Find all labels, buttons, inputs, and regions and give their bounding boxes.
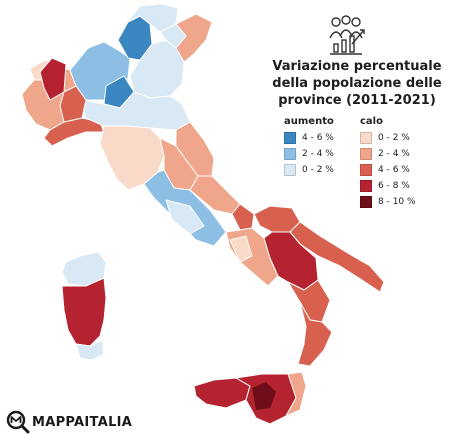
legend-decrease: calo 0 - 2 % 2 - 4 % 4 - 6 % 6 - 8 % 8 -… bbox=[360, 116, 416, 211]
region-puglia-north bbox=[253, 205, 301, 233]
legend-swatch bbox=[284, 163, 296, 176]
title-line-2: della popolazione delle bbox=[272, 76, 442, 91]
title-line-1: Variazione percentuale bbox=[272, 59, 442, 74]
legend-label: 2 - 4 % bbox=[378, 148, 410, 159]
legend-item: 0 - 2 % bbox=[360, 131, 416, 144]
legend-increase-heading: aumento bbox=[284, 116, 334, 127]
legend-swatch bbox=[360, 163, 372, 176]
region-sardegna-south bbox=[75, 339, 105, 361]
legend-label: 6 - 8 % bbox=[378, 180, 410, 191]
magnifier-m-icon bbox=[6, 410, 30, 434]
title-line-3: province (2011-2021) bbox=[278, 93, 436, 108]
region-calabria-north bbox=[287, 279, 331, 323]
legend-swatch bbox=[360, 147, 372, 160]
legend-label: 2 - 4 % bbox=[302, 148, 334, 159]
region-friuli bbox=[175, 13, 213, 63]
sicily-dark-patch bbox=[252, 382, 276, 410]
region-molise bbox=[231, 203, 255, 231]
legend-swatch bbox=[284, 131, 296, 144]
region-sardegna bbox=[61, 277, 107, 347]
legend-label: 8 - 10 % bbox=[378, 196, 416, 207]
legend-swatch bbox=[360, 131, 372, 144]
population-growth-icon bbox=[322, 14, 370, 56]
legend-item: 6 - 8 % bbox=[360, 179, 416, 192]
brand-logo: MAPPAITALIA bbox=[6, 410, 132, 434]
legend-item: 0 - 2 % bbox=[284, 163, 334, 176]
region-sicilia-west bbox=[193, 377, 251, 409]
legend-item: 2 - 4 % bbox=[284, 147, 334, 160]
map-title: Variazione percentuale della popolazione… bbox=[268, 58, 446, 109]
legend-label: 0 - 2 % bbox=[378, 132, 410, 143]
legend-item: 4 - 6 % bbox=[284, 131, 334, 144]
legend-swatch bbox=[284, 147, 296, 160]
legend-decrease-heading: calo bbox=[360, 116, 383, 127]
legend-swatch bbox=[360, 179, 372, 192]
legend-label: 4 - 6 % bbox=[302, 132, 334, 143]
legend-label: 0 - 2 % bbox=[302, 164, 334, 175]
region-emilia-west bbox=[59, 85, 87, 123]
region-sicilia-east bbox=[285, 371, 307, 417]
region-puglia bbox=[289, 221, 385, 293]
legend-item: 4 - 6 % bbox=[360, 163, 416, 176]
brand-name: MAPPAITALIA bbox=[32, 414, 133, 430]
legend-increase: aumento 4 - 6 % 2 - 4 % 0 - 2 % bbox=[284, 116, 334, 179]
legend-item: 8 - 10 % bbox=[360, 195, 416, 208]
region-lazio-rome bbox=[165, 199, 205, 235]
region-veneto bbox=[129, 39, 185, 99]
legend-swatch bbox=[360, 195, 372, 208]
region-campania-naples bbox=[229, 235, 253, 263]
region-calabria bbox=[297, 301, 333, 367]
legend-item: 2 - 4 % bbox=[360, 147, 416, 160]
region-sicilia-core bbox=[252, 382, 276, 410]
legend-label: 4 - 6 % bbox=[378, 164, 410, 175]
